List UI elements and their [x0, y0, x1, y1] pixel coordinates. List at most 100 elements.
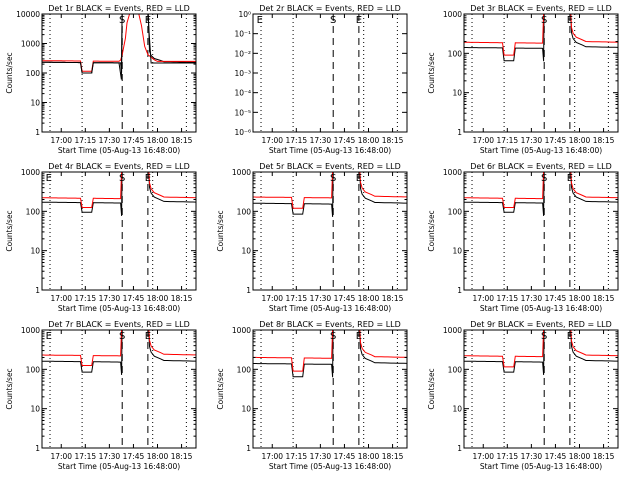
x-axis-label: Start Time (05-Aug-13 16:48:00) — [269, 304, 391, 313]
y-axis-label: Counts/sec — [5, 368, 14, 409]
x-tick-label: 17:00 — [261, 136, 283, 145]
marker-label: E — [567, 173, 573, 184]
y-tick-label: 100 — [448, 49, 463, 58]
series-line-events-after — [570, 14, 618, 48]
series-line-events-after — [570, 172, 618, 203]
y-tick-label: 1 — [246, 444, 251, 453]
x-tick-label: 18:15 — [171, 452, 193, 461]
x-tick-label: 18:15 — [171, 294, 193, 303]
series-line-lld-after — [359, 330, 407, 358]
panel-det-4: Det 4r BLACK = Events, RED = LLD E S E 17:00… — [5, 162, 197, 313]
marker-label: S — [119, 331, 125, 342]
x-tick-label: 18:00 — [358, 136, 380, 145]
x-tick-label: 17:00 — [472, 452, 494, 461]
y-tick-label: 1 — [457, 444, 462, 453]
y-tick-label: 10⁻⁵ — [234, 108, 251, 117]
x-tick-label: 17:30 — [310, 452, 332, 461]
series-line-lld — [253, 330, 334, 372]
y-tick-label: 100 — [26, 365, 41, 374]
series-line-events — [464, 172, 545, 216]
y-axis-label: Counts/sec — [5, 52, 14, 93]
marker-label: E — [145, 331, 151, 342]
panel-det-7: Det 7r BLACK = Events, RED = LLD E S E 17:00… — [5, 320, 197, 471]
x-tick-label: 17:30 — [310, 136, 332, 145]
plot-frame — [41, 171, 197, 291]
x-tick-label: 18:00 — [147, 452, 169, 461]
x-tick-label: 17:30 — [99, 294, 121, 303]
x-tick-label: 17:30 — [99, 136, 121, 145]
x-tick-label: 18:15 — [382, 136, 404, 145]
y-tick-label: 1000 — [443, 326, 462, 335]
y-tick-label: 1000 — [21, 326, 40, 335]
plot-area — [464, 172, 618, 216]
y-tick-label: 100 — [237, 365, 252, 374]
x-tick-label: 17:30 — [521, 294, 543, 303]
y-tick-label: 100 — [26, 69, 41, 78]
series-line-events — [42, 172, 123, 216]
y-tick-label: 1 — [35, 128, 40, 137]
x-tick-label: 17:30 — [521, 452, 543, 461]
series-line-lld — [42, 14, 196, 72]
plot-area — [464, 14, 618, 62]
marker-label: E — [46, 331, 52, 342]
marker-label: E — [356, 331, 362, 342]
plot-frame — [463, 329, 619, 449]
y-tick-label: 1 — [35, 286, 40, 295]
series-line-lld-after — [148, 172, 196, 199]
y-tick-label: 100 — [448, 207, 463, 216]
x-tick-label: 17:30 — [310, 294, 332, 303]
y-tick-label: 10 — [452, 247, 462, 256]
y-tick-label: 10 — [30, 99, 40, 108]
x-tick-label: 17:45 — [123, 294, 145, 303]
x-tick-label: 17:15 — [286, 136, 308, 145]
y-tick-label: 10⁻¹ — [234, 30, 251, 39]
x-tick-label: 17:45 — [334, 452, 356, 461]
panel-title: Det 8r BLACK = Events, RED = LLD — [259, 320, 401, 329]
series-line-events — [464, 330, 545, 375]
series-line-lld — [464, 172, 545, 208]
series-line-events-after — [147, 14, 196, 64]
x-tick-label: 18:00 — [569, 452, 591, 461]
x-tick-label: 18:00 — [569, 294, 591, 303]
x-tick-label: 17:45 — [545, 136, 567, 145]
y-tick-label: 1 — [246, 286, 251, 295]
y-tick-label: 1000 — [443, 168, 462, 177]
x-tick-label: 17:00 — [50, 452, 72, 461]
series-line-lld-after — [570, 172, 618, 199]
series-line-lld-after — [359, 172, 407, 198]
x-tick-label: 17:15 — [75, 294, 97, 303]
x-tick-label: 17:45 — [334, 294, 356, 303]
x-axis-label: Start Time (05-Aug-13 16:48:00) — [480, 304, 602, 313]
x-tick-label: 17:00 — [50, 136, 72, 145]
marker-label: E — [567, 331, 573, 342]
x-tick-label: 17:15 — [75, 136, 97, 145]
series-line-events-after — [148, 172, 196, 203]
x-axis-label: Start Time (05-Aug-13 16:48:00) — [58, 304, 180, 313]
marker-label: S — [119, 15, 125, 26]
marker-label: S — [541, 15, 547, 26]
plot-frame — [252, 171, 408, 291]
y-tick-label: 10⁻² — [234, 49, 251, 58]
marker-label: E — [145, 15, 151, 26]
series-line-lld-after — [570, 14, 618, 43]
y-tick-label: 100 — [237, 207, 252, 216]
x-tick-label: 17:45 — [545, 294, 567, 303]
series-line-events-after — [359, 330, 407, 364]
x-tick-label: 18:15 — [593, 452, 615, 461]
x-axis-label: Start Time (05-Aug-13 16:48:00) — [480, 462, 602, 471]
series-line-events-after — [570, 330, 618, 362]
x-tick-label: 17:00 — [50, 294, 72, 303]
panel-det-2: Det 2r BLACK = Events, RED = LLD E S E 17:00… — [234, 4, 408, 155]
x-tick-label: 17:45 — [123, 136, 145, 145]
y-tick-label: 10 — [30, 247, 40, 256]
series-line-events — [464, 14, 545, 62]
x-tick-label: 18:00 — [569, 136, 591, 145]
y-tick-label: 10 — [241, 405, 251, 414]
series-line-events-after — [359, 172, 407, 204]
x-tick-label: 18:00 — [147, 136, 169, 145]
series-line-lld-after — [148, 330, 196, 356]
plot-area — [42, 172, 196, 216]
marker-label: E — [356, 15, 362, 26]
